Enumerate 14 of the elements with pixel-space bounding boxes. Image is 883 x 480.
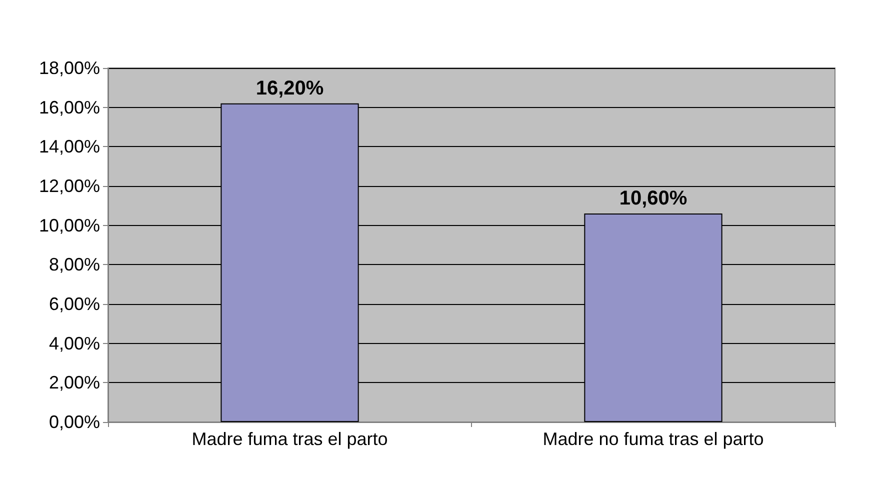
y-tick-label: 2,00% [48, 372, 100, 393]
x-tick-label: Madre fuma tras el parto [192, 429, 388, 449]
y-tick-label: 12,00% [38, 176, 100, 196]
y-tick-label: 8,00% [48, 254, 100, 275]
y-tick-label: 0,00% [48, 412, 100, 432]
y-tick-label: 10,00% [38, 215, 100, 236]
y-tick-label: 16,00% [38, 97, 100, 118]
y-tick-label: 18,00% [38, 58, 100, 78]
data-label: 10,60% [619, 188, 688, 210]
y-tick-label: 6,00% [48, 294, 100, 314]
y-tick-label: 14,00% [38, 136, 100, 157]
y-tick-label: 4,00% [48, 333, 100, 354]
x-tick-label: Madre no fuma tras el parto [542, 429, 764, 449]
data-label: 16,20% [256, 77, 324, 100]
